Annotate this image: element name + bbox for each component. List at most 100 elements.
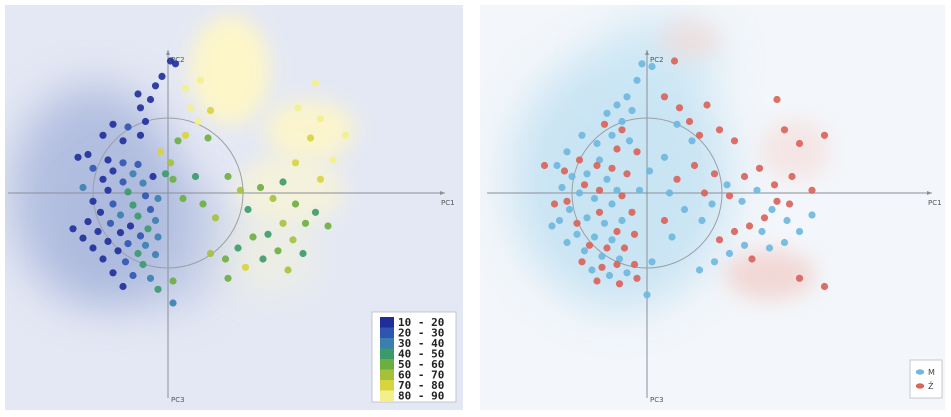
scatter-point xyxy=(755,164,764,172)
scatter-point xyxy=(136,131,145,139)
scatter-point xyxy=(615,280,624,288)
scatter-point xyxy=(550,200,559,208)
scatter-point xyxy=(725,249,734,258)
scatter-point xyxy=(615,255,624,263)
y-axis-label: PC2 xyxy=(171,56,185,64)
scatter-point xyxy=(234,244,242,252)
scatter-point xyxy=(181,84,190,93)
scatter-point xyxy=(593,277,601,285)
scatter-point xyxy=(638,60,646,68)
scatter-point xyxy=(149,172,157,181)
scatter-point xyxy=(89,197,97,205)
scatter-point xyxy=(249,233,257,241)
scatter-point xyxy=(590,194,599,203)
scatter-point xyxy=(765,244,774,252)
left-points xyxy=(69,57,350,307)
scatter-point xyxy=(605,271,614,280)
scatter-point xyxy=(773,95,781,104)
scatter-point xyxy=(608,131,616,139)
scatter-point xyxy=(745,222,754,230)
scatter-point xyxy=(151,216,160,225)
legend-swatch xyxy=(380,348,394,359)
scatter-point xyxy=(648,62,656,71)
scatter-point xyxy=(191,172,200,181)
legend-label: 60 - 70 xyxy=(398,369,444,382)
scatter-point xyxy=(211,214,220,222)
scatter-point xyxy=(289,236,297,244)
scatter-point xyxy=(665,189,674,197)
scatter-point xyxy=(206,106,215,115)
scatter-point xyxy=(174,137,182,145)
scatter-point xyxy=(84,150,92,159)
scatter-point xyxy=(329,156,337,164)
scatter-point xyxy=(69,225,77,233)
scatter-point xyxy=(89,244,97,252)
legend-label: Ž xyxy=(928,380,934,391)
scatter-point xyxy=(593,161,601,170)
right-series-legend: MŽ xyxy=(909,359,943,399)
scatter-point xyxy=(294,104,302,112)
scatter-point xyxy=(341,131,350,139)
scatter-point xyxy=(154,233,162,241)
legend-swatch xyxy=(380,317,394,328)
x-axis-arrow xyxy=(927,191,932,195)
y-axis-arrow xyxy=(166,50,170,55)
scatter-point xyxy=(575,189,584,197)
scatter-point xyxy=(748,255,756,263)
scatter-point xyxy=(608,164,616,172)
scatter-point xyxy=(139,260,147,269)
scatter-point xyxy=(224,172,232,181)
scatter-point xyxy=(241,263,250,271)
scatter-point xyxy=(106,219,115,227)
scatter-point xyxy=(119,282,127,291)
scatter-point xyxy=(179,194,187,203)
scatter-point xyxy=(311,208,320,216)
scatter-point xyxy=(820,131,829,139)
legend-marker xyxy=(915,368,925,376)
scatter-point xyxy=(695,131,704,139)
legend-label: 10 - 20 xyxy=(398,316,444,329)
x-axis-arrow xyxy=(440,191,445,195)
scatter-point xyxy=(306,134,315,142)
scatter-point xyxy=(795,139,804,148)
scatter-point xyxy=(299,249,307,258)
scatter-point xyxy=(760,214,769,222)
legend-swatch xyxy=(380,369,394,380)
scatter-point xyxy=(680,205,689,214)
scatter-point xyxy=(730,227,739,236)
scatter-point xyxy=(109,120,117,128)
scatter-point xyxy=(573,219,581,227)
legend-swatch xyxy=(380,380,394,391)
scatter-point xyxy=(141,192,150,200)
scatter-point xyxy=(595,156,604,164)
scatter-point xyxy=(124,188,132,196)
scatter-point xyxy=(79,234,87,242)
scatter-point xyxy=(660,216,669,225)
scatter-point xyxy=(585,241,594,249)
scatter-point xyxy=(224,274,232,282)
scatter-point xyxy=(770,181,779,189)
scatter-point xyxy=(109,200,117,208)
scatter-point xyxy=(129,201,137,209)
scatter-point xyxy=(324,222,332,230)
scatter-point xyxy=(284,266,292,274)
scatter-point xyxy=(618,216,626,225)
scatter-point xyxy=(645,167,654,175)
scatter-point xyxy=(780,238,789,247)
scatter-point xyxy=(269,194,277,203)
scatter-point xyxy=(548,222,556,230)
scatter-point xyxy=(628,106,636,115)
scatter-point xyxy=(688,137,696,145)
scatter-point xyxy=(104,186,112,194)
scatter-point xyxy=(588,266,596,274)
scatter-point xyxy=(169,175,177,183)
scatter-point xyxy=(136,104,145,112)
scatter-point xyxy=(723,181,731,189)
scatter-point xyxy=(608,200,616,208)
x-axis-label: PC1 xyxy=(441,199,455,207)
legend-box xyxy=(909,359,943,399)
scatter-point xyxy=(161,170,170,178)
scatter-point xyxy=(171,60,180,68)
left-axes: PC1 PC2 PC3 xyxy=(8,50,455,404)
